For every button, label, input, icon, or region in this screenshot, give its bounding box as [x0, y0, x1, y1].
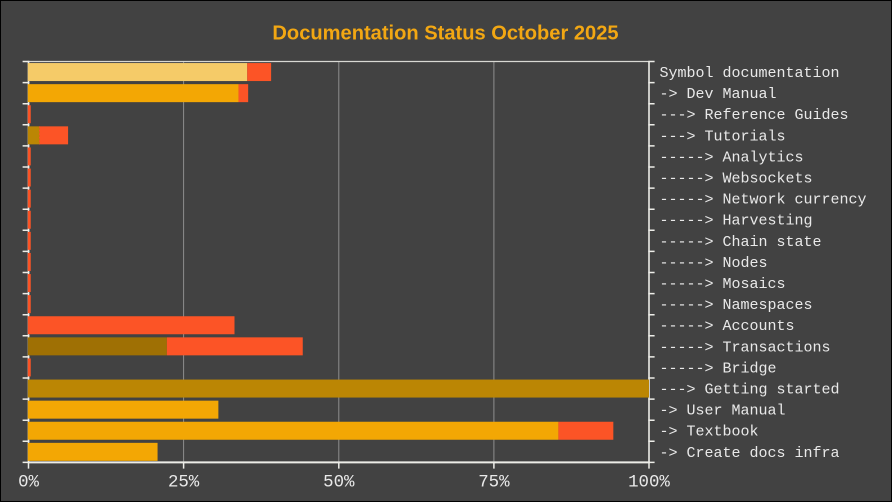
svg-text:0%: 0%: [18, 474, 39, 493]
svg-text:---> Getting started: ---> Getting started: [660, 381, 840, 398]
svg-text:25%: 25%: [168, 474, 200, 493]
svg-text:-----> Analytics: -----> Analytics: [660, 149, 804, 166]
svg-text:-----> Chain state: -----> Chain state: [660, 234, 822, 251]
svg-text:-----> Nodes: -----> Nodes: [660, 255, 768, 272]
svg-text:-> Dev Manual: -> Dev Manual: [660, 86, 777, 103]
svg-text:-----> Harvesting: -----> Harvesting: [660, 213, 813, 230]
svg-text:-----> Websockets: -----> Websockets: [660, 170, 813, 187]
svg-text:-----> Mosaics: -----> Mosaics: [660, 276, 786, 293]
svg-text:-> User Manual: -> User Manual: [660, 403, 786, 420]
svg-text:-----> Bridge: -----> Bridge: [660, 360, 777, 377]
svg-text:-----> Namespaces: -----> Namespaces: [660, 297, 813, 314]
svg-text:---> Reference Guides: ---> Reference Guides: [660, 107, 849, 124]
svg-text:75%: 75%: [478, 474, 510, 493]
svg-text:100%: 100%: [628, 474, 670, 493]
svg-text:-> Create docs infra: -> Create docs infra: [660, 445, 840, 462]
svg-text:Symbol documentation: Symbol documentation: [660, 65, 840, 82]
svg-text:-----> Transactions: -----> Transactions: [660, 339, 831, 356]
svg-text:-> Textbook: -> Textbook: [660, 424, 759, 441]
svg-text:-----> Accounts: -----> Accounts: [660, 318, 795, 335]
svg-text:Documentation Status October 2: Documentation Status October 2025: [272, 23, 618, 45]
svg-text:50%: 50%: [323, 474, 355, 493]
svg-text:-----> Network currency: -----> Network currency: [660, 192, 867, 209]
svg-text:---> Tutorials: ---> Tutorials: [660, 128, 786, 145]
